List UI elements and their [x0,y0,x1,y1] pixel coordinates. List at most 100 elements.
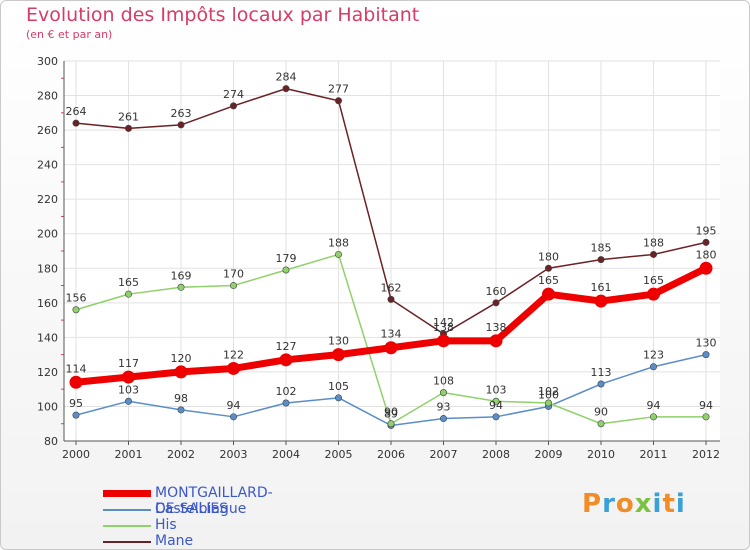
x-tick-label: 2002 [167,448,195,461]
data-point-mane [597,256,605,264]
data-point-montgaillard-de-salies [647,287,660,301]
data-label-montgaillard-de-salies: 138 [486,321,507,334]
data-point-his [492,397,500,405]
x-tick-label: 2001 [115,448,143,461]
data-label-montgaillard-de-salies: 165 [538,274,559,287]
data-label-castelbiague: 95 [69,397,83,410]
data-label-castelbiague: 93 [437,401,451,414]
x-tick-label: 2004 [272,448,300,461]
legend-label: Mane [155,533,194,549]
data-label-his: 156 [66,292,87,305]
data-point-his [544,399,552,407]
y-tick-label: 120 [37,366,58,379]
data-point-his [282,266,290,274]
data-point-montgaillard-de-salies [227,361,240,375]
data-point-mane [334,97,342,105]
chart-title: Evolution des Impôts locaux par Habitant [26,4,420,26]
data-label-mane: 188 [643,236,664,249]
logo-letter: i [675,489,686,519]
data-label-his: 179 [276,252,297,265]
y-tick-label: 180 [37,262,58,275]
chart-subtitle: (en € et par an) [26,28,113,41]
x-tick-label: 2000 [62,448,90,461]
data-label-mane: 195 [696,224,717,237]
data-point-montgaillard-de-salies [122,370,135,384]
data-label-montgaillard-de-salies: 122 [223,348,244,361]
data-point-montgaillard-de-salies [69,375,83,389]
data-point-castelbiague [439,415,447,423]
data-point-his [72,306,80,314]
data-label-castelbiague: 103 [118,383,139,396]
y-tick-label: 280 [37,90,58,103]
data-label-his: 94 [699,399,713,412]
data-point-mane [702,238,710,246]
legend-label: His [155,517,177,533]
data-label-mane: 274 [223,88,244,101]
data-label-montgaillard-de-salies: 165 [643,274,664,287]
data-label-montgaillard-de-salies: 130 [328,335,349,348]
y-tick-label: 260 [37,124,58,137]
data-point-his [387,420,395,428]
x-tick-label: 2011 [640,448,668,461]
data-label-castelbiague: 113 [591,366,612,379]
data-label-his: 103 [486,383,507,396]
legend-swatch [103,490,151,497]
data-label-mane: 261 [118,110,139,123]
legend-label: MONTGAILLARD-DE-SALIES [155,485,273,517]
legend-swatch [103,541,151,543]
legend-label: Castelbiague [155,501,247,517]
data-point-mane [649,250,657,258]
y-tick-label: 200 [37,228,58,241]
data-label-castelbiague: 100 [538,388,559,401]
y-tick-label: 140 [37,331,58,344]
data-label-mane: 284 [276,71,297,84]
data-point-his [439,389,447,397]
data-label-mane: 185 [591,242,612,255]
data-point-his [230,282,238,290]
data-label-castelbiague: 130 [696,337,717,350]
x-tick-label: 2007 [430,448,458,461]
data-point-mane [230,102,238,110]
data-label-castelbiague: 105 [328,380,349,393]
data-label-castelbiague: 94 [227,399,241,412]
data-point-montgaillard-de-salies [489,334,503,348]
data-point-castelbiague [649,363,657,371]
data-label-his: 90 [594,406,608,419]
data-label-castelbiague: 123 [643,349,664,362]
data-point-montgaillard-de-salies [437,334,450,348]
data-label-castelbiague: 94 [489,399,503,412]
data-label-mane: 180 [538,250,559,263]
data-label-his: 108 [433,375,454,388]
logo-letter: x [634,489,653,519]
x-tick-label: 2008 [482,448,510,461]
data-label-his: 169 [171,269,192,282]
data-label-mane: 160 [486,285,507,298]
y-tick-label: 80 [44,435,58,448]
x-tick-label: 2009 [535,448,563,461]
data-label-montgaillard-de-salies: 138 [433,321,454,334]
data-label-montgaillard-de-salies: 127 [276,340,297,353]
data-point-montgaillard-de-salies [332,348,345,362]
data-label-his: 165 [118,276,139,289]
plot-area [64,61,720,441]
y-tick-label: 100 [37,400,58,413]
logo-letter: i [652,489,663,519]
data-label-mane: 142 [433,316,454,329]
data-label-his: 188 [328,236,349,249]
data-point-castelbiague [177,406,185,414]
data-point-castelbiague [230,413,238,421]
data-point-castelbiague [334,394,342,402]
data-label-castelbiague: 102 [276,385,297,398]
data-label-mane: 263 [171,107,192,120]
y-tick-label: 300 [37,55,58,68]
data-label-his: 102 [538,385,559,398]
data-point-castelbiague [282,399,290,407]
data-point-his [334,250,342,258]
data-point-castelbiague [702,351,710,359]
data-label-his: 170 [223,268,244,281]
data-point-mane [72,119,80,127]
data-point-montgaillard-de-salies [174,365,188,379]
data-label-mane: 162 [381,281,402,294]
data-point-montgaillard-de-salies [542,287,555,301]
